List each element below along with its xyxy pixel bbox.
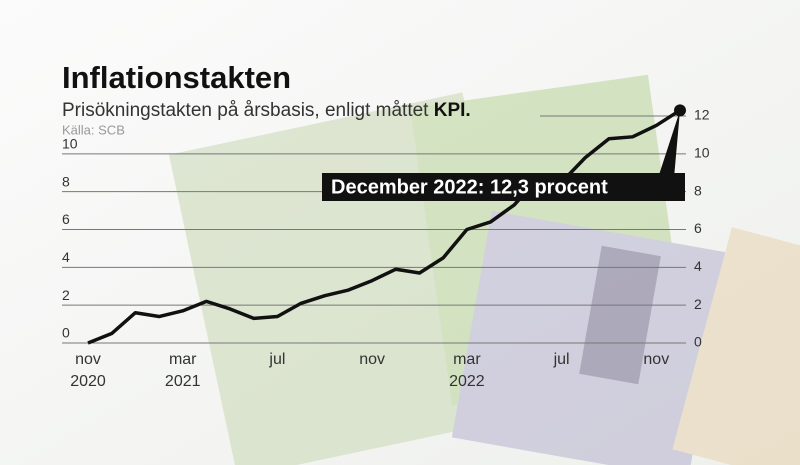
x-tick-label: jul [553, 351, 570, 368]
y-tick-label: 4 [62, 249, 70, 265]
x-tick-label: mar [169, 351, 197, 368]
y-tick-label: 6 [62, 211, 70, 227]
chart-subtitle: Prisökningstakten på årsbasis, enligt må… [62, 100, 471, 121]
x-tick-label: mar [453, 351, 481, 368]
x-tick-label: nov [75, 351, 101, 368]
y2-tick-label: 2 [694, 296, 702, 312]
x-tick-label: nov [359, 351, 385, 368]
x-tick-label: jul [268, 351, 285, 368]
x-year-label: 2020 [70, 373, 106, 390]
y2-tick-label: 4 [694, 258, 702, 274]
y2-tick-label: 10 [694, 145, 710, 161]
data-line [87, 108, 681, 345]
subtitle-text: Prisökningstakten på årsbasis, enligt må… [62, 100, 429, 121]
y-tick-label: 8 [62, 173, 70, 189]
end-point [674, 104, 686, 117]
y2-tick-label: 12 [694, 107, 710, 123]
x-tick-label: nov [643, 351, 669, 368]
y-tick-label: 0 [62, 325, 70, 341]
annotation-box [322, 173, 685, 201]
subtitle-emphasis: KPI. [434, 100, 471, 121]
x-year-label: 2021 [165, 373, 201, 390]
x-year-label: 2022 [449, 373, 485, 390]
y2-tick-label: 0 [694, 334, 702, 350]
chart-title: Inflationstakten [62, 60, 291, 95]
y-tick-label: 10 [62, 136, 78, 152]
source: Källa: SCB [62, 122, 125, 137]
y-tick-label: 2 [62, 287, 70, 303]
annotation-pointer [658, 110, 680, 178]
annotation-text: December 2022: 12,3 procent [331, 176, 608, 198]
y2-tick-label: 8 [694, 182, 702, 198]
y2-tick-label: 6 [694, 220, 702, 236]
